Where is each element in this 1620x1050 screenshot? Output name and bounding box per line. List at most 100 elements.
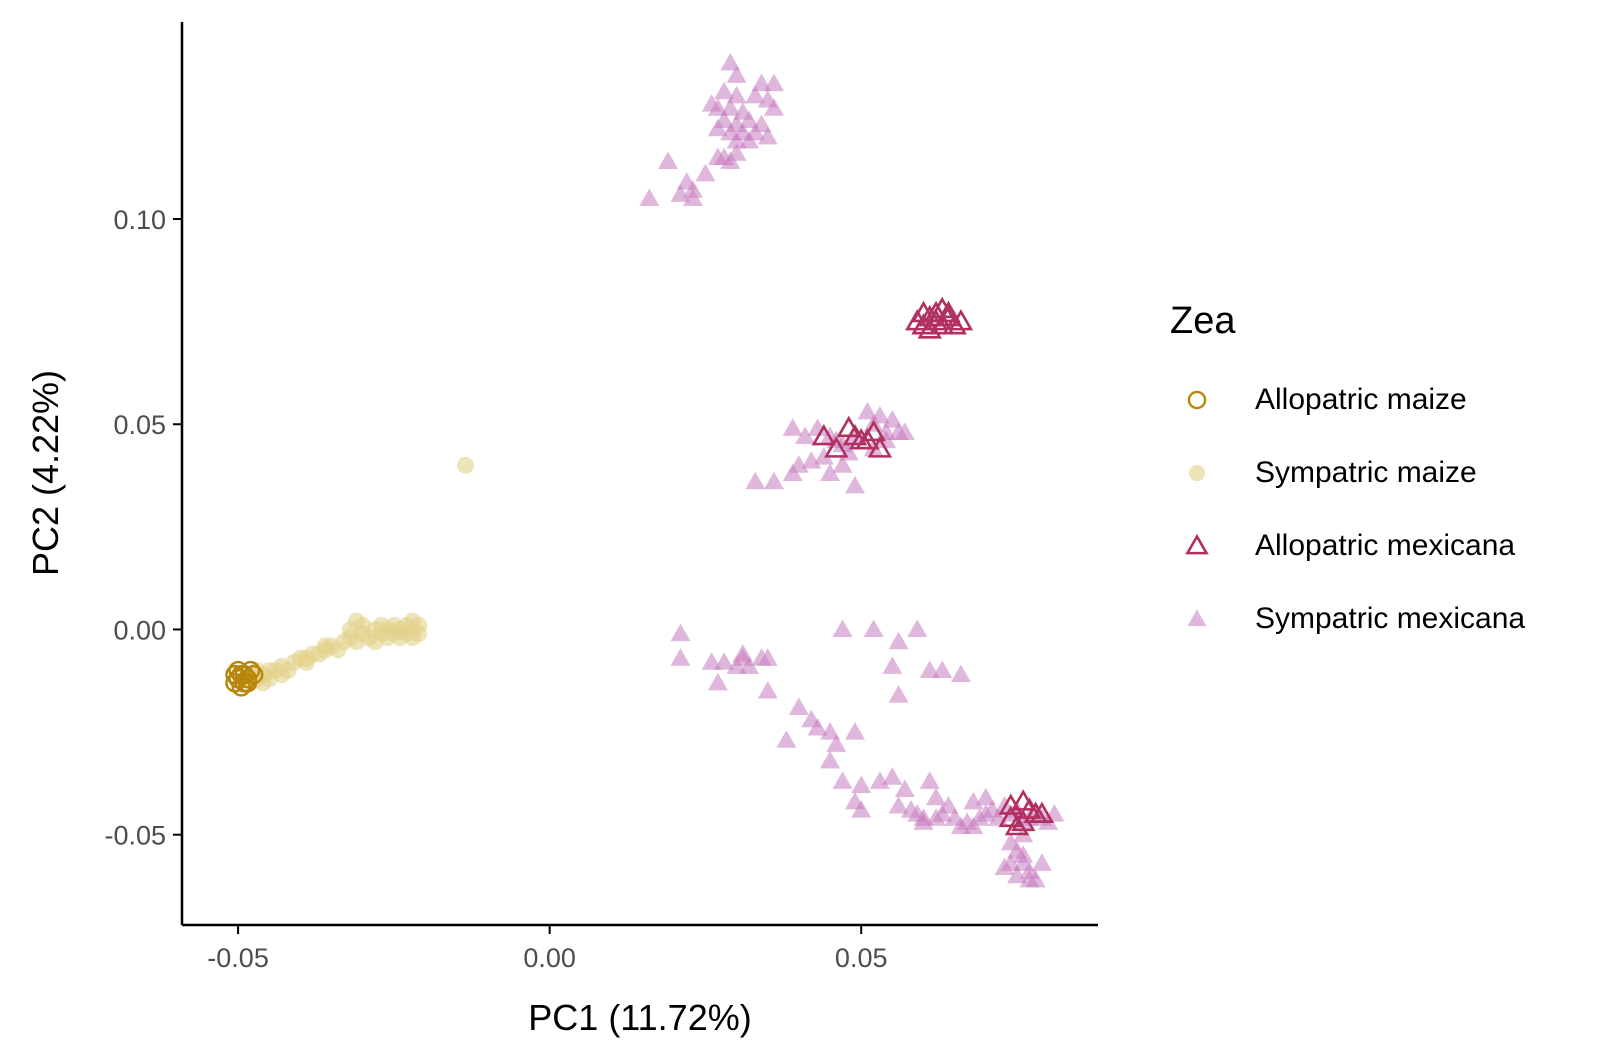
point-sympatric-mexicana — [720, 98, 741, 116]
point-sympatric-mexicana — [932, 660, 953, 679]
point-sympatric-mexicana — [801, 451, 822, 469]
point-sympatric-mexicana — [776, 730, 797, 748]
point-sympatric-mexicana — [795, 426, 816, 445]
point-sympatric-mexicana — [851, 775, 872, 793]
point-sympatric-mexicana — [714, 652, 735, 670]
point-sympatric-mexicana — [788, 697, 809, 715]
point-sympatric-mexicana — [894, 422, 915, 440]
point-sympatric-mexicana — [763, 471, 784, 490]
point-sympatric-maize — [410, 616, 428, 634]
point-sympatric-mexicana — [869, 406, 890, 424]
point-sympatric-mexicana — [670, 648, 691, 666]
point-allopatric-mexicana — [948, 309, 974, 331]
point-sympatric-mexicana — [763, 73, 784, 92]
legend-key-sympatric-mexicana — [1187, 609, 1207, 627]
series-allopatric-maize — [225, 660, 264, 697]
point-sympatric-mexicana — [1025, 869, 1046, 888]
y-tick-label: 0.10 — [113, 205, 166, 235]
point-sympatric-mexicana — [1006, 865, 1027, 884]
point-sympatric-mexicana — [851, 800, 872, 818]
legend-item-allopatric-mexicana: Allopatric mexicana — [1185, 529, 1515, 562]
point-sympatric-mexicana — [726, 143, 747, 161]
point-sympatric-mexicana — [863, 619, 884, 637]
y-tick-label: 0.00 — [113, 615, 166, 645]
point-sympatric-mexicana — [763, 98, 784, 116]
point-sympatric-mexicana — [888, 795, 909, 814]
point-sympatric-mexicana — [820, 750, 841, 769]
series-sympatric-mexicana — [639, 53, 1065, 888]
point-sympatric-mexicana — [813, 447, 834, 465]
point-allopatric-mexicana — [998, 805, 1024, 828]
point-sympatric-maize — [298, 649, 316, 667]
point-allopatric-mexicana — [855, 428, 880, 450]
axis-ticks: -0.05 0.00 0.05 0.10 0.05 0.00 -0.05 — [104, 205, 887, 973]
y-tick-label: -0.05 — [104, 821, 166, 851]
point-sympatric-mexicana — [826, 734, 847, 752]
point-sympatric-mexicana — [844, 475, 865, 494]
plot-area — [225, 53, 1065, 888]
point-allopatric-mexicana — [811, 423, 837, 446]
x-axis-title: PC1 (11.72%) — [528, 997, 751, 1038]
y-axis-title: PC2 (4.22%) — [25, 370, 66, 576]
point-sympatric-mexicana — [707, 672, 728, 691]
point-sympatric-mexicana — [950, 664, 971, 683]
point-sympatric-mexicana — [994, 857, 1015, 876]
point-sympatric-maize — [347, 612, 365, 630]
legend-key-allopatric-maize — [1187, 390, 1207, 410]
point-sympatric-mexicana — [695, 163, 716, 182]
point-sympatric-mexicana — [832, 619, 853, 637]
point-allopatric-mexicana — [936, 300, 961, 323]
point-sympatric-mexicana — [739, 110, 760, 129]
point-sympatric-mexicana — [639, 188, 660, 206]
point-sympatric-mexicana — [745, 471, 766, 490]
point-sympatric-mexicana — [932, 804, 953, 822]
point-sympatric-mexicana — [832, 771, 853, 789]
point-sympatric-mexicana — [745, 85, 766, 104]
point-sympatric-mexicana — [726, 85, 747, 104]
legend-key-allopatric-mexicana — [1185, 533, 1209, 555]
point-sympatric-maize — [457, 456, 475, 474]
legend-title: Zea — [1170, 300, 1236, 342]
point-sympatric-mexicana — [782, 463, 803, 481]
point-sympatric-mexicana — [907, 619, 928, 637]
point-sympatric-mexicana — [925, 787, 946, 806]
point-sympatric-mexicana — [876, 430, 897, 449]
point-sympatric-maize — [273, 666, 291, 684]
point-sympatric-mexicana — [757, 126, 778, 145]
point-allopatric-maize — [225, 664, 245, 685]
point-sympatric-mexicana — [670, 623, 691, 642]
point-sympatric-mexicana — [707, 118, 728, 137]
point-sympatric-mexicana — [670, 184, 691, 202]
point-allopatric-mexicana — [1017, 797, 1042, 819]
point-allopatric-mexicana — [923, 300, 949, 323]
legend-label: Allopatric maize — [1255, 383, 1467, 416]
legend-label: Allopatric mexicana — [1255, 529, 1515, 562]
point-sympatric-mexicana — [894, 779, 915, 798]
point-sympatric-mexicana — [913, 812, 934, 830]
point-sympatric-mexicana — [882, 656, 903, 674]
x-tick-label: -0.05 — [207, 943, 269, 973]
legend-item-sympatric-maize: Sympatric maize — [1188, 456, 1477, 489]
point-sympatric-mexicana — [820, 722, 841, 740]
legend-key-sympatric-maize — [1188, 464, 1206, 482]
axes — [180, 22, 1098, 927]
point-sympatric-mexicana — [844, 722, 865, 740]
y-tick-label: 0.05 — [113, 410, 166, 440]
legend-label: Sympatric mexicana — [1255, 602, 1525, 635]
series-allopatric-mexicana — [811, 296, 1055, 836]
point-sympatric-mexicana — [919, 771, 940, 789]
point-sympatric-mexicana — [820, 463, 841, 481]
point-sympatric-mexicana — [757, 681, 778, 699]
point-sympatric-mexicana — [782, 418, 803, 436]
legend-item-sympatric-mexicana: Sympatric mexicana — [1187, 602, 1525, 635]
point-sympatric-mexicana — [857, 401, 878, 420]
point-sympatric-mexicana — [975, 787, 996, 806]
point-sympatric-mexicana — [682, 188, 703, 206]
point-sympatric-mexicana — [888, 631, 909, 650]
point-sympatric-mexicana — [882, 410, 903, 428]
point-sympatric-mexicana — [739, 131, 760, 149]
x-tick-label: 0.05 — [835, 943, 888, 973]
point-allopatric-mexicana — [911, 300, 936, 323]
x-tick-label: 0.00 — [523, 943, 576, 973]
